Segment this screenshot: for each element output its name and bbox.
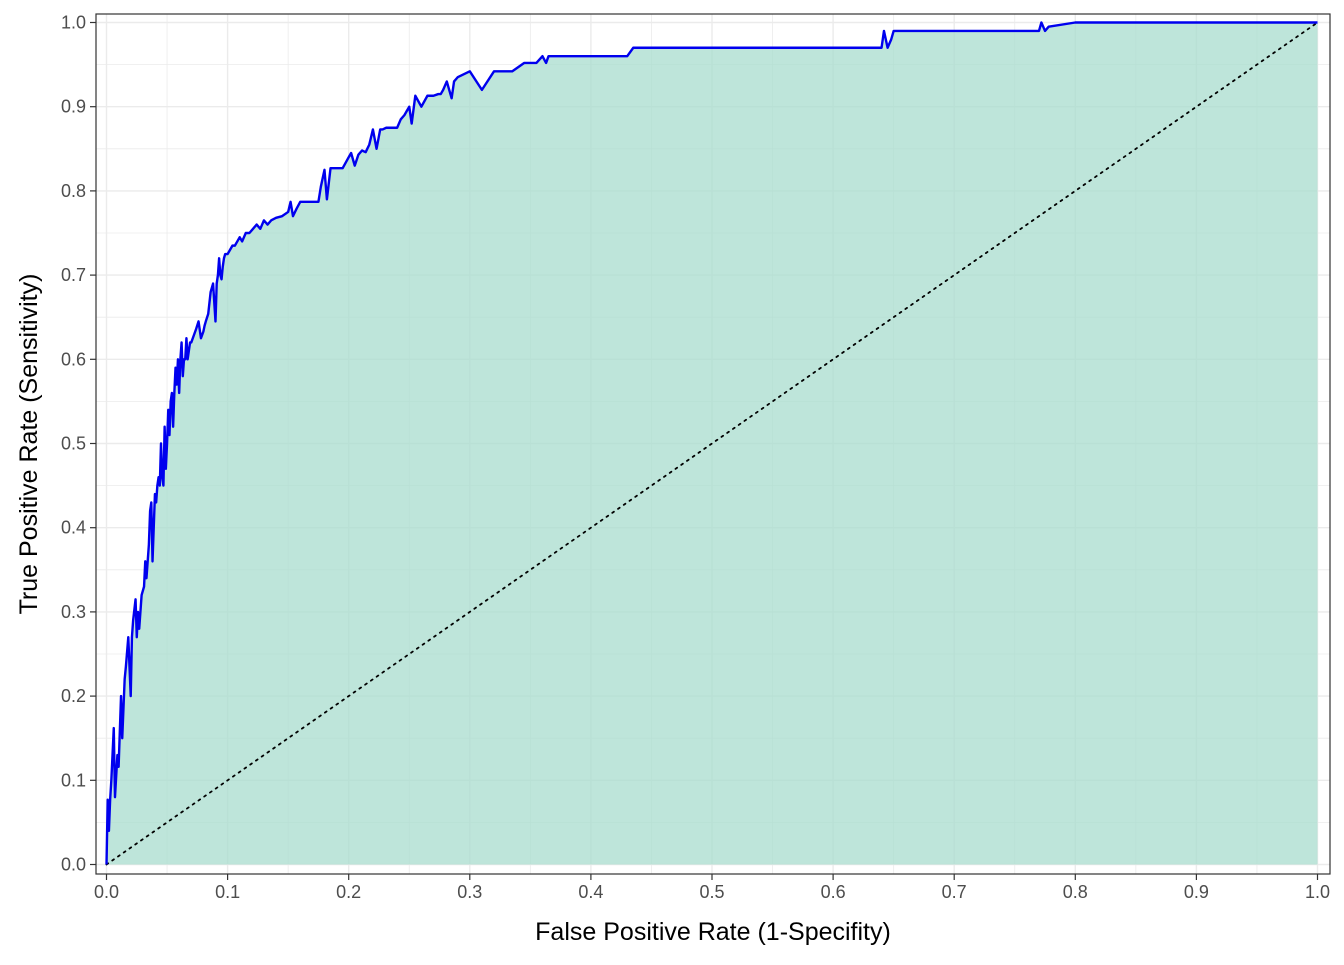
y-tick-label: 0.0	[61, 855, 86, 875]
y-tick-label: 0.9	[61, 97, 86, 117]
line-layer	[105, 21, 1318, 865]
x-tick-label: 0.8	[1063, 882, 1088, 902]
x-tick-label: 0.9	[1184, 882, 1209, 902]
y-tick-label: 0.4	[61, 518, 86, 538]
reference-diagonal-line	[105, 21, 1319, 866]
x-tick-label: 0.6	[821, 882, 846, 902]
y-tick-label: 0.6	[61, 349, 86, 369]
y-tick-label: 0.2	[61, 686, 86, 706]
y-tick-label: 0.7	[61, 265, 86, 285]
x-axis-title: False Positive Rate (1-Specifity)	[535, 918, 891, 946]
reference-layer	[105, 21, 1319, 866]
y-tick-label: 0.3	[61, 602, 86, 622]
x-tick-label: 0.2	[336, 882, 361, 902]
axis-layer: 0.0 0.1 0.2 0.3 0.4 0.5 0.6 0.7 0.8 0.9 1.0 0.0 0.1 0…	[61, 13, 1331, 902]
y-axis-title: True Positive Rate (Sensitivity)	[15, 274, 43, 615]
y-tick-label: 0.8	[61, 181, 86, 201]
y-tick-label: 0.5	[61, 434, 86, 454]
x-tick-label: 0.1	[215, 882, 240, 902]
x-tick-label: 0.0	[94, 882, 119, 902]
y-tick-label: 1.0	[61, 13, 86, 33]
roc-curve-line	[105, 21, 1318, 865]
x-tick-label: 0.3	[457, 882, 482, 902]
x-tick-label: 0.4	[578, 882, 603, 902]
x-tick-label: 0.5	[699, 882, 724, 902]
x-tick-label: 0.7	[942, 882, 967, 902]
x-tick-label: 1.0	[1305, 882, 1330, 902]
y-tick-label: 0.1	[61, 770, 86, 790]
